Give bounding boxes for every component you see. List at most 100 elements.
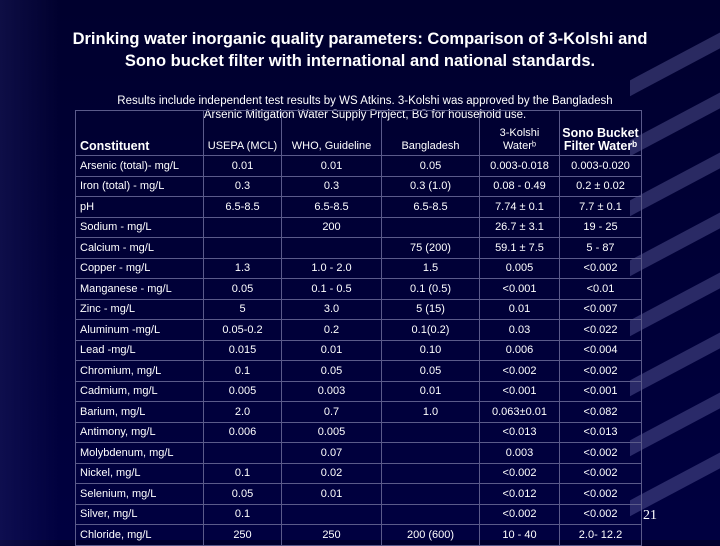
table-header-row: Constituent USEPA (MCL) WHO, Guideline B… bbox=[75, 110, 642, 156]
table-cell bbox=[203, 216, 282, 238]
row-constituent: Lead -mg/L bbox=[75, 339, 204, 361]
row-constituent: Silver, mg/L bbox=[75, 503, 204, 525]
table-cell: 7.7 ± 0.1 bbox=[559, 196, 642, 218]
table-cell: 0.003-0.018 bbox=[479, 155, 560, 177]
table-cell: <0.013 bbox=[559, 421, 642, 443]
table-cell: 5 - 87 bbox=[559, 237, 642, 259]
table-cell: 6.5-8.5 bbox=[203, 196, 282, 218]
table-cell bbox=[203, 442, 282, 464]
table-cell bbox=[203, 237, 282, 259]
header-sono: Sono Bucket Filter Waterᵇ bbox=[559, 110, 642, 156]
row-constituent: Iron (total) - mg/L bbox=[75, 175, 204, 197]
table-cell: 0.7 bbox=[281, 401, 382, 423]
table-cell: 0.3 bbox=[203, 175, 282, 197]
row-constituent: Cadmium, mg/L bbox=[75, 380, 204, 402]
comparison-table: Constituent USEPA (MCL) WHO, Guideline B… bbox=[75, 110, 642, 546]
table-cell: 0.3 bbox=[281, 175, 382, 197]
table-row: Barium, mg/L 2.0 0.7 1.0 0.063±0.01 <0.082 bbox=[75, 401, 642, 423]
page-number: 21 bbox=[643, 508, 657, 523]
table-cell: 250 bbox=[281, 524, 382, 546]
table-row: Copper - mg/L 1.3 1.0 - 2.0 1.5 0.005 <0.002 bbox=[75, 257, 642, 279]
table-cell: <0.002 bbox=[479, 462, 560, 484]
table-cell: 0.015 bbox=[203, 339, 282, 361]
header-kolshi: 3-Kolshi Waterᵇ bbox=[479, 110, 560, 156]
row-constituent: Arsenic (total)- mg/L bbox=[75, 155, 204, 177]
table-cell: 200 bbox=[281, 216, 382, 238]
table-cell: <0.002 bbox=[559, 442, 642, 464]
table-cell: 0.01 bbox=[479, 298, 560, 320]
table-cell: 0.01 bbox=[203, 155, 282, 177]
table-cell: 6.5-8.5 bbox=[281, 196, 382, 218]
header-usepa: USEPA (MCL) bbox=[203, 110, 282, 156]
table-row: Selenium, mg/L 0.05 0.01 <0.012 <0.002 bbox=[75, 483, 642, 505]
table-cell bbox=[381, 421, 480, 443]
table-cell: 0.005 bbox=[203, 380, 282, 402]
table-cell: <0.002 bbox=[559, 503, 642, 525]
table-cell: 0.2 ± 0.02 bbox=[559, 175, 642, 197]
table-cell: 0.3 (1.0) bbox=[381, 175, 480, 197]
table-cell: <0.002 bbox=[559, 462, 642, 484]
table-cell: <0.012 bbox=[479, 483, 560, 505]
table-row: Aluminum -mg/L 0.05-0.2 0.2 0.1(0.2) 0.03 <0.… bbox=[75, 319, 642, 341]
table-cell: 59.1 ± 7.5 bbox=[479, 237, 560, 259]
table-cell: 1.3 bbox=[203, 257, 282, 279]
table-row: Chromium, mg/L 0.1 0.05 0.05 <0.002 <0.002 bbox=[75, 360, 642, 382]
table-row: pH 6.5-8.5 6.5-8.5 6.5-8.5 7.74 ± 0.1 7.7 ± 0… bbox=[75, 196, 642, 218]
table-cell: 6.5-8.5 bbox=[381, 196, 480, 218]
table-row: Antimony, mg/L 0.006 0.005 <0.013 <0.013 bbox=[75, 421, 642, 443]
table-cell: 0.003 bbox=[479, 442, 560, 464]
table-cell: 0.005 bbox=[281, 421, 382, 443]
table-cell bbox=[281, 237, 382, 259]
table-cell: 0.005 bbox=[479, 257, 560, 279]
table-row: Silver, mg/L 0.1 <0.002 <0.002 bbox=[75, 503, 642, 525]
row-constituent: Antimony, mg/L bbox=[75, 421, 204, 443]
table-cell: 0.1(0.2) bbox=[381, 319, 480, 341]
table-cell: 75 (200) bbox=[381, 237, 480, 259]
table-cell: 0.006 bbox=[203, 421, 282, 443]
table-cell: 0.003-0.020 bbox=[559, 155, 642, 177]
table-row: Cadmium, mg/L 0.005 0.003 0.01 <0.001 <0.001 bbox=[75, 380, 642, 402]
table-cell: 0.01 bbox=[381, 380, 480, 402]
table-cell: <0.004 bbox=[559, 339, 642, 361]
table-cell: <0.022 bbox=[559, 319, 642, 341]
table-row: Manganese - mg/L 0.05 0.1 - 0.5 0.1 (0.5) <0… bbox=[75, 278, 642, 300]
table-row: Calcium - mg/L 75 (200) 59.1 ± 7.5 5 - 87 bbox=[75, 237, 642, 259]
table-cell: <0.01 bbox=[559, 278, 642, 300]
table-cell: 0.08 - 0.49 bbox=[479, 175, 560, 197]
row-constituent: Zinc - mg/L bbox=[75, 298, 204, 320]
row-constituent: pH bbox=[75, 196, 204, 218]
table-cell: <0.013 bbox=[479, 421, 560, 443]
table-cell: 10 - 40 bbox=[479, 524, 560, 546]
header-bangladesh: Bangladesh bbox=[381, 110, 480, 156]
row-constituent: Sodium - mg/L bbox=[75, 216, 204, 238]
header-constituent: Constituent bbox=[75, 110, 204, 156]
table-cell: <0.001 bbox=[479, 380, 560, 402]
table-cell: 2.0- 12.2 bbox=[559, 524, 642, 546]
table-cell: 0.1 - 0.5 bbox=[281, 278, 382, 300]
table-cell: 0.02 bbox=[281, 462, 382, 484]
table-cell: 250 bbox=[203, 524, 282, 546]
table-row: Chloride, mg/L 250 250 200 (600) 10 - 40 2.0-… bbox=[75, 524, 642, 546]
table-cell: 0.006 bbox=[479, 339, 560, 361]
table-cell: <0.002 bbox=[559, 483, 642, 505]
table-cell: 2.0 bbox=[203, 401, 282, 423]
table-cell: 0.10 bbox=[381, 339, 480, 361]
table-cell: 0.003 bbox=[281, 380, 382, 402]
table-cell: 5 (15) bbox=[381, 298, 480, 320]
row-constituent: Copper - mg/L bbox=[75, 257, 204, 279]
table-cell bbox=[381, 462, 480, 484]
table-cell: 0.01 bbox=[281, 339, 382, 361]
table-cell: 0.05 bbox=[203, 278, 282, 300]
table-cell bbox=[381, 503, 480, 525]
table-cell: 0.05 bbox=[381, 360, 480, 382]
table-cell: 0.05 bbox=[203, 483, 282, 505]
table-cell: 1.0 - 2.0 bbox=[281, 257, 382, 279]
table-cell: 0.05 bbox=[281, 360, 382, 382]
table-cell: 0.1 (0.5) bbox=[381, 278, 480, 300]
row-constituent: Chromium, mg/L bbox=[75, 360, 204, 382]
table-row: Lead -mg/L 0.015 0.01 0.10 0.006 <0.004 bbox=[75, 339, 642, 361]
table-cell: 26.7 ± 3.1 bbox=[479, 216, 560, 238]
table-cell: 0.05-0.2 bbox=[203, 319, 282, 341]
row-constituent: Barium, mg/L bbox=[75, 401, 204, 423]
table-cell: 0.2 bbox=[281, 319, 382, 341]
